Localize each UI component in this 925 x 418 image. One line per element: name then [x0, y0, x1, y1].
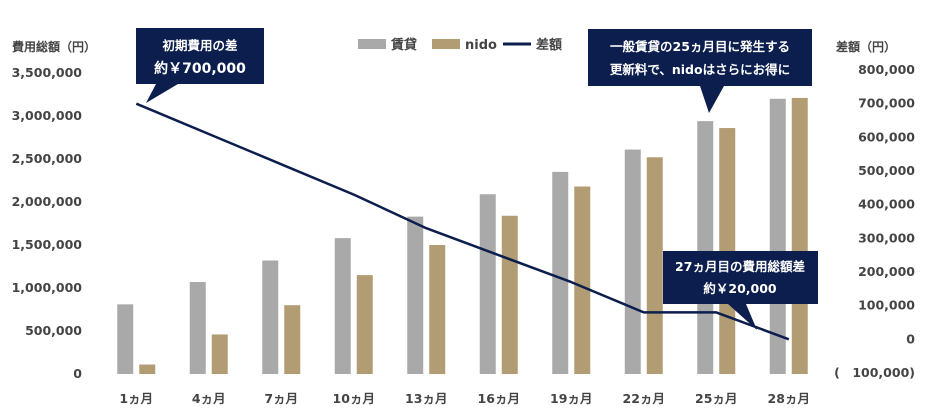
callout-renewal-line2: 更新料で、nidoはさらにお得に	[610, 62, 790, 77]
bar-nido	[139, 364, 156, 374]
bar-chintai	[117, 304, 134, 374]
right-tick-label: 300,000	[858, 230, 915, 245]
left-tick-label: 1,000,000	[12, 280, 83, 295]
legend-label-chintai: 賃貸	[390, 37, 417, 53]
callout-renewal-box	[588, 29, 812, 86]
bar-nido	[646, 157, 663, 374]
bar-chintai	[697, 121, 714, 374]
callout-initial-cost: 初期費用の差 約￥700,000	[136, 28, 264, 103]
x-tick-label: 22ヵ月	[623, 391, 665, 406]
bar-nido	[501, 215, 518, 374]
legend-label-difference: 差額	[536, 37, 562, 53]
bar-chintai	[262, 260, 279, 374]
left-axis-title: 費用総額（円）	[12, 39, 96, 54]
left-tick-label: 500,000	[25, 323, 82, 338]
left-tick-label: 1,500,000	[12, 237, 83, 252]
callout-month27-line1: 27ヵ月目の費用総額差	[675, 259, 805, 274]
bar-chintai	[769, 98, 786, 375]
callout-renewal-pointer	[700, 86, 724, 113]
right-tick-label: 500,000	[858, 163, 915, 178]
right-tick-label: 800,000	[858, 62, 915, 77]
callout-renewal-line1: 一般賃貸の25ヵ月目に発生する	[610, 39, 790, 54]
callout-initial-pointer	[146, 84, 178, 103]
bar-chintai	[624, 149, 641, 374]
legend-swatch-nido	[432, 39, 460, 49]
legend-swatch-chintai	[358, 39, 386, 49]
right-tick-label: 0	[906, 331, 915, 346]
right-tick-label: 700,000	[858, 96, 915, 111]
left-tick-label: 2,500,000	[12, 151, 83, 166]
bar-nido	[284, 305, 301, 374]
bar-nido	[356, 275, 373, 374]
x-tick-label: 28ヵ月	[768, 391, 810, 406]
callout-initial-line2: 約￥700,000	[154, 60, 246, 77]
x-tick-label: 16ヵ月	[478, 391, 520, 406]
bar-nido	[211, 334, 228, 374]
bar-nido	[429, 245, 446, 374]
bar-chintai	[552, 171, 569, 374]
x-tick-label: 19ヵ月	[550, 391, 592, 406]
right-tick-label: 200,000	[858, 264, 915, 279]
legend: 賃貸 nido 差額	[358, 37, 562, 53]
x-tick-label: 1ヵ月	[119, 391, 153, 406]
bar-nido	[574, 186, 591, 374]
callout-month27-box	[663, 251, 818, 304]
difference-line	[135, 102, 790, 341]
bar-chintai	[189, 281, 206, 374]
callout-renewal: 一般賃貸の25ヵ月目に発生する 更新料で、nidoはさらにお得に	[588, 29, 812, 113]
x-tick-label: 25ヵ月	[695, 391, 737, 406]
callout-initial-box	[136, 28, 264, 84]
left-tick-label: 3,500,000	[12, 65, 83, 80]
bar-chintai	[334, 238, 351, 374]
left-tick-label: 2,000,000	[12, 194, 83, 209]
right-tick-label: 600,000	[858, 129, 915, 144]
bar-chintai	[479, 194, 496, 374]
bar-nido	[791, 97, 808, 374]
callout-month27: 27ヵ月目の費用総額差 約￥20,000	[663, 251, 818, 330]
callout-month27-line2: 約￥20,000	[703, 281, 777, 296]
legend-label-nido: nido	[465, 38, 497, 53]
right-axis-title: 差額（円）	[835, 39, 896, 54]
right-tick-label: 100,000	[858, 298, 915, 313]
x-tick-label: 13ヵ月	[405, 391, 447, 406]
x-tick-label: 7ヵ月	[264, 391, 298, 406]
callout-initial-line1: 初期費用の差	[162, 38, 237, 53]
right-tick-label: ( 100,000)	[834, 365, 915, 380]
right-tick-label: 400,000	[858, 197, 915, 212]
callout-month27-pointer	[728, 304, 757, 330]
bar-chintai	[407, 216, 424, 374]
x-tick-label: 4ヵ月	[192, 391, 226, 406]
left-tick-label: 3,000,000	[12, 108, 83, 123]
left-tick-label: 0	[73, 366, 82, 381]
x-tick-label: 10ヵ月	[333, 391, 375, 406]
